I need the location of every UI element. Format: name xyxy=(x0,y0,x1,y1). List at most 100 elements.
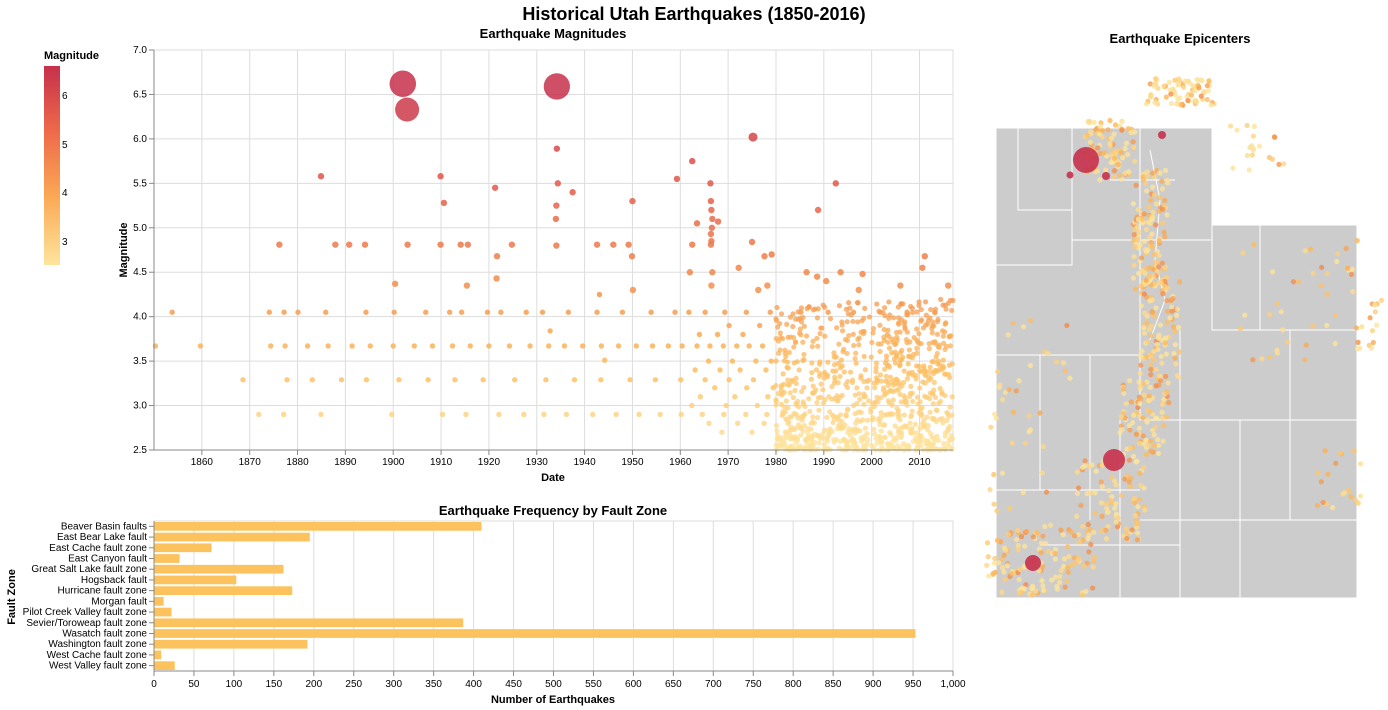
scatter-x-tick-label: 1980 xyxy=(765,457,788,468)
epicenter-point xyxy=(1037,410,1043,416)
scatter-x-tick-label: 1880 xyxy=(286,457,309,468)
scatter-point xyxy=(825,359,831,365)
epicenter-point xyxy=(1038,540,1044,546)
scatter-point xyxy=(866,377,872,383)
epicenter-point xyxy=(1124,530,1130,536)
epicenter-point xyxy=(1144,320,1150,326)
epicenter-point xyxy=(1162,234,1168,240)
epicenter-point xyxy=(1166,400,1172,406)
scatter-point xyxy=(870,330,876,336)
scatter-point xyxy=(743,309,750,315)
epicenter-point xyxy=(1165,285,1171,291)
scatter-point xyxy=(792,446,798,453)
scatter-x-tick-label: 1990 xyxy=(813,457,836,468)
bar xyxy=(154,554,180,563)
epicenter-point xyxy=(1155,437,1161,443)
bar-category-label: West Cache fault zone xyxy=(47,650,148,661)
epicenter-point xyxy=(1127,445,1133,451)
scatter-point xyxy=(861,436,867,442)
epicenter-point xyxy=(1103,449,1125,471)
epicenter-point xyxy=(1113,148,1119,155)
scatter-point xyxy=(764,282,771,289)
epicenter-point xyxy=(1136,497,1142,503)
scatter-point xyxy=(830,419,836,425)
scatter-point xyxy=(775,324,781,330)
epicenter-point xyxy=(1310,270,1316,276)
scatter-point xyxy=(860,417,866,423)
scatter-point xyxy=(768,358,774,364)
scatter-point xyxy=(804,306,810,312)
scatter-point xyxy=(840,349,846,355)
epicenter-point xyxy=(1172,355,1178,361)
bar xyxy=(154,629,916,638)
epicenter-point xyxy=(1039,470,1045,476)
scatter-y-tick-label: 2.5 xyxy=(133,445,147,456)
epicenter-point xyxy=(1126,169,1132,175)
epicenter-point xyxy=(1206,78,1212,84)
epicenter-point xyxy=(992,555,998,561)
epicenter-point xyxy=(1040,587,1047,594)
scatter-point xyxy=(753,358,759,364)
scatter-point xyxy=(798,305,805,311)
epicenter-point xyxy=(1172,329,1178,335)
bar-x-tick-label: 350 xyxy=(425,679,442,690)
scatter-point xyxy=(932,309,938,315)
scatter-point xyxy=(338,377,345,383)
scatter-x-tick-label: 1860 xyxy=(191,457,214,468)
scatter-point xyxy=(763,367,769,373)
scatter-point xyxy=(944,409,950,416)
scatter-point xyxy=(813,367,820,373)
scatter-point xyxy=(803,333,810,339)
bar-marks xyxy=(154,522,916,670)
bar-category-label: Beaver Basin faults xyxy=(61,521,147,532)
epicenter-point xyxy=(1108,474,1115,480)
epicenter-map: Earthquake Epicenters xyxy=(984,31,1385,599)
epicenter-point xyxy=(1270,269,1276,275)
epicenter-point xyxy=(1102,172,1110,180)
scatter-point xyxy=(928,431,934,437)
scatter-point xyxy=(862,305,868,311)
scatter-point xyxy=(732,393,738,400)
scatter-point xyxy=(816,407,822,413)
scatter-point xyxy=(831,439,837,445)
scatter-point xyxy=(845,311,851,317)
epicenter-point xyxy=(1204,83,1210,89)
scatter-point xyxy=(404,241,411,248)
scatter-point xyxy=(565,309,572,315)
epicenter-point xyxy=(984,540,991,546)
scatter-point xyxy=(802,403,808,410)
scatter-point xyxy=(945,300,952,306)
epicenter-point xyxy=(1149,244,1155,250)
scatter-point xyxy=(904,376,911,382)
epicenter-point xyxy=(1205,88,1211,94)
scatter-point xyxy=(831,380,838,386)
epicenter-point xyxy=(1160,291,1166,297)
bar-x-tick-label: 550 xyxy=(585,679,602,690)
scatter-point xyxy=(841,369,847,375)
epicenter-point xyxy=(1042,523,1048,530)
epicenter-point xyxy=(1302,357,1308,363)
scatter-point xyxy=(881,326,887,333)
scatter-point xyxy=(717,367,723,373)
scatter-point xyxy=(774,428,780,434)
scatter-point xyxy=(719,429,725,435)
scatter-point xyxy=(834,393,840,399)
epicenter-point xyxy=(1141,325,1147,331)
epicenter-point xyxy=(1131,254,1137,260)
scatter-point xyxy=(820,400,827,406)
scatter-point xyxy=(543,73,570,100)
scatter-x-tick-label: 1950 xyxy=(621,457,644,468)
scatter-point xyxy=(870,326,877,332)
scatter-point xyxy=(543,377,549,383)
scatter-point xyxy=(798,309,804,315)
scatter-point xyxy=(903,398,909,405)
epicenter-point xyxy=(1052,556,1058,562)
scatter-point xyxy=(872,385,878,391)
epicenter-point xyxy=(1066,171,1074,179)
epicenter-point xyxy=(999,565,1006,571)
epicenter-point xyxy=(1090,585,1096,591)
scatter-point xyxy=(901,379,907,386)
epicenter-point xyxy=(1016,378,1022,384)
epicenter-point xyxy=(1227,123,1234,129)
scatter-point xyxy=(363,309,369,315)
